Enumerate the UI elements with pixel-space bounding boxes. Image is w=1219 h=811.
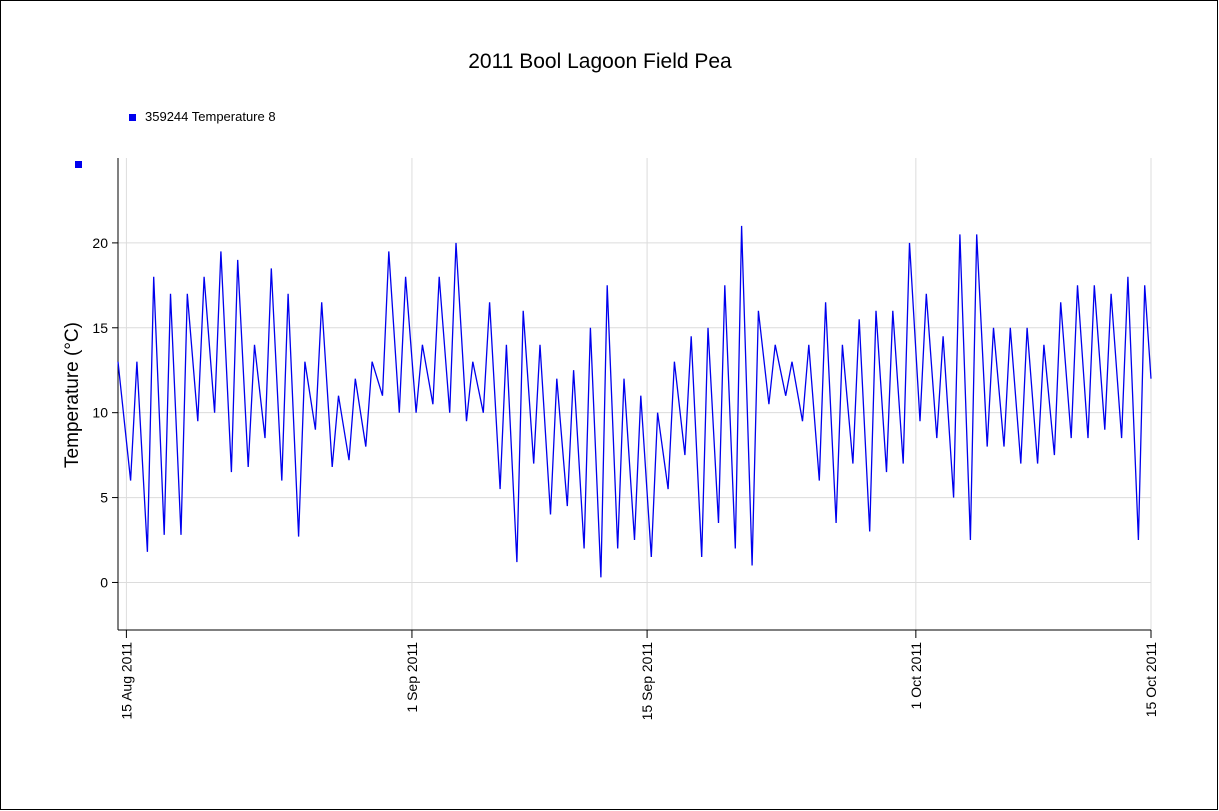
x-tick-label: 15 Sep 2011	[639, 642, 655, 721]
y-tick-label: 5	[100, 490, 108, 506]
y-tick-label: 10	[92, 405, 108, 421]
x-tick-label: 1 Oct 2011	[908, 642, 924, 710]
legend-label: 359244 Temperature 8	[145, 109, 276, 124]
y-tick-label: 0	[100, 574, 108, 590]
y-tick-label: 20	[92, 235, 108, 251]
x-tick-label: 15 Aug 2011	[118, 642, 134, 720]
x-tick-label: 15 Oct 2011	[1143, 642, 1159, 717]
legend-swatch	[129, 114, 136, 121]
axis-marker	[75, 161, 82, 168]
chart-title: 2011 Bool Lagoon Field Pea	[468, 50, 732, 73]
y-tick-label: 15	[92, 320, 108, 336]
series-line	[117, 225, 1152, 578]
y-axis-label: Temperature (°C)	[62, 322, 83, 468]
x-tick-label: 1 Sep 2011	[404, 642, 420, 713]
